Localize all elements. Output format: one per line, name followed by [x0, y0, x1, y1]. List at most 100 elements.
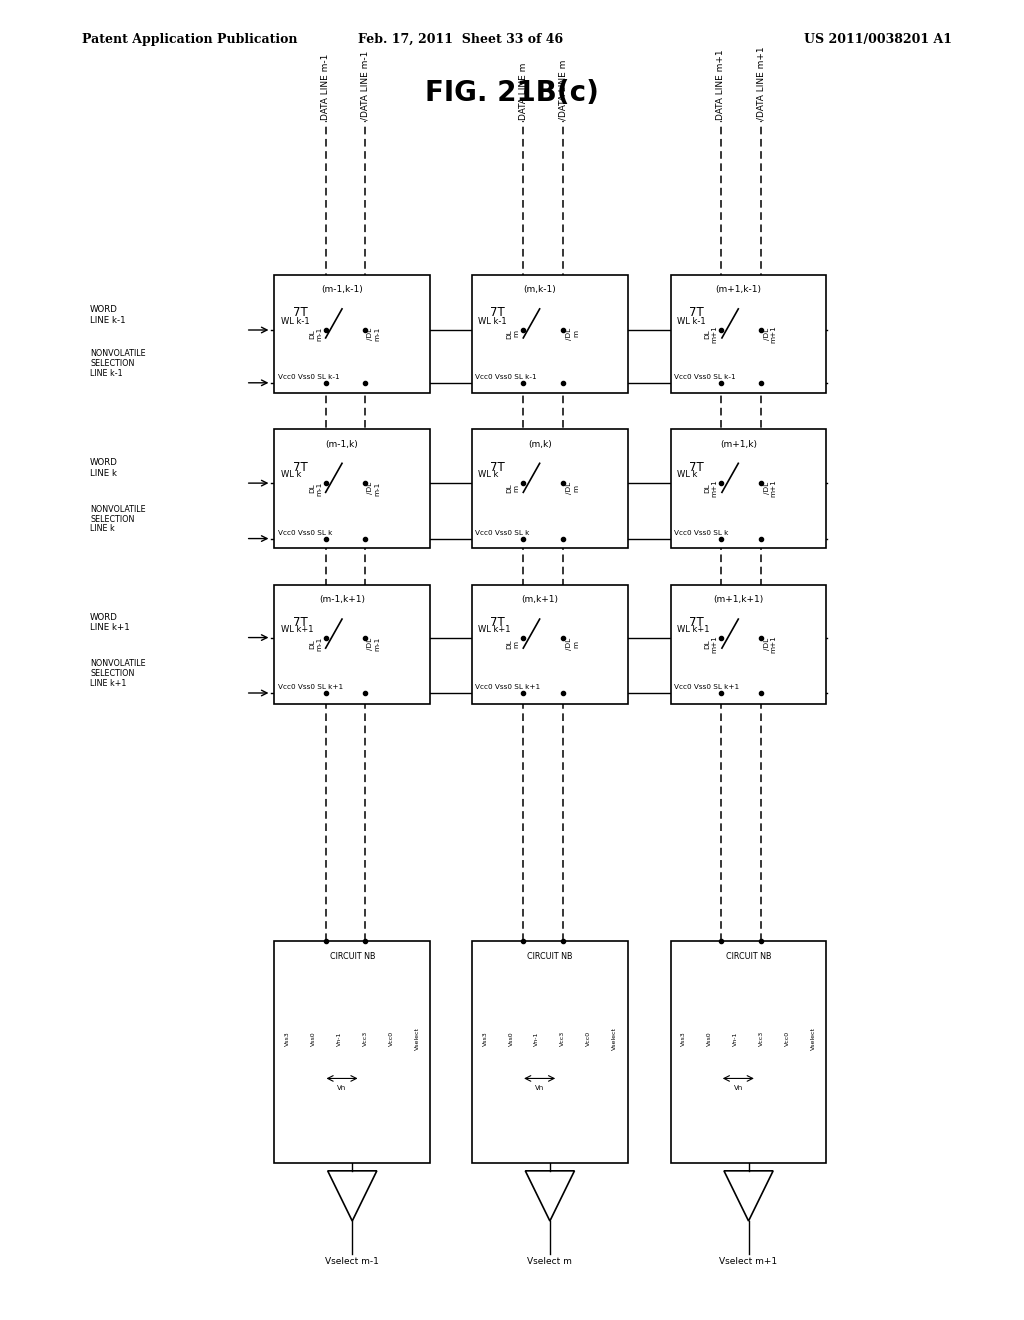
Text: Vss0: Vss0 [311, 1031, 315, 1047]
Text: DATA LINE m: DATA LINE m [519, 63, 527, 120]
Text: DATA LINE m+1: DATA LINE m+1 [717, 49, 725, 120]
Text: WL k-1: WL k-1 [677, 317, 706, 326]
Text: Vcc3: Vcc3 [362, 1031, 368, 1047]
Text: WL k: WL k [677, 470, 697, 479]
Text: /DL
m-1: /DL m-1 [368, 638, 380, 651]
Text: DL
m: DL m [507, 639, 519, 649]
Text: WL k-1: WL k-1 [281, 317, 309, 326]
Text: 7T: 7T [490, 616, 505, 630]
Bar [274, 429, 430, 548]
Text: /DL
m: /DL m [566, 638, 579, 651]
Text: 7T: 7T [293, 306, 307, 319]
Text: DATA LINE m-1: DATA LINE m-1 [322, 54, 330, 120]
Text: (m,k+1): (m,k+1) [521, 595, 558, 605]
Text: 7T: 7T [490, 461, 505, 474]
Text: WORD
LINE k+1: WORD LINE k+1 [90, 612, 130, 632]
Text: Vcc0 Vss0 SL k+1: Vcc0 Vss0 SL k+1 [674, 684, 739, 690]
Text: Vselect: Vselect [415, 1027, 420, 1051]
Text: 7T: 7T [689, 616, 703, 630]
Text: WORD
LINE k: WORD LINE k [90, 458, 118, 478]
Text: NONVOLATILE
SELECTION
LINE k-1: NONVOLATILE SELECTION LINE k-1 [90, 348, 145, 378]
Text: DL
m+1: DL m+1 [705, 479, 717, 498]
Text: /DL
m+1: /DL m+1 [764, 479, 776, 498]
Text: NONVOLATILE
SELECTION
LINE k: NONVOLATILE SELECTION LINE k [90, 504, 145, 533]
Text: Vss0: Vss0 [708, 1031, 712, 1047]
Text: Vn: Vn [337, 1085, 347, 1092]
Text: CIRCUIT NB: CIRCUIT NB [527, 952, 572, 961]
Text: /DL
m+1: /DL m+1 [764, 635, 776, 653]
Text: Vn-1: Vn-1 [535, 1032, 540, 1045]
Text: Vcc3: Vcc3 [560, 1031, 565, 1047]
Text: Vcc0: Vcc0 [785, 1031, 790, 1047]
Text: Vselect m-1: Vselect m-1 [326, 1257, 379, 1266]
Bar [472, 941, 628, 1163]
Text: Vcc0 Vss0 SL k+1: Vcc0 Vss0 SL k+1 [475, 684, 541, 690]
Bar [274, 585, 430, 704]
Text: NONVOLATILE
SELECTION
LINE k+1: NONVOLATILE SELECTION LINE k+1 [90, 659, 145, 688]
Bar [671, 941, 826, 1163]
Text: Vselect m: Vselect m [527, 1257, 572, 1266]
Text: Vcc3: Vcc3 [759, 1031, 764, 1047]
Text: Vcc0 Vss0 SL k+1: Vcc0 Vss0 SL k+1 [278, 684, 343, 690]
Text: Feb. 17, 2011  Sheet 33 of 46: Feb. 17, 2011 Sheet 33 of 46 [358, 33, 563, 46]
Bar [274, 275, 430, 393]
Text: Vcc0 Vss0 SL k: Vcc0 Vss0 SL k [278, 529, 332, 536]
Text: /DL
m+1: /DL m+1 [764, 325, 776, 343]
Text: 7T: 7T [689, 306, 703, 319]
Text: /DL
m-1: /DL m-1 [368, 327, 380, 341]
Text: Vcc0 Vss0 SL k: Vcc0 Vss0 SL k [674, 529, 728, 536]
Text: DL
m: DL m [507, 483, 519, 494]
Text: Vss0: Vss0 [509, 1031, 513, 1047]
Text: Vn-1: Vn-1 [337, 1032, 342, 1045]
Text: Vcc0 Vss0 SL k-1: Vcc0 Vss0 SL k-1 [674, 374, 735, 380]
Bar [472, 275, 628, 393]
Text: /DL
m: /DL m [566, 327, 579, 341]
Text: Vn-1: Vn-1 [733, 1032, 738, 1045]
Text: Vss3: Vss3 [285, 1031, 290, 1047]
Text: (m-1,k-1): (m-1,k-1) [322, 285, 362, 294]
Text: DL
m+1: DL m+1 [705, 635, 717, 653]
Bar [671, 275, 826, 393]
Bar [671, 585, 826, 704]
Text: 7T: 7T [293, 461, 307, 474]
Text: WL k+1: WL k+1 [478, 624, 511, 634]
Text: /DATA LINE m+1: /DATA LINE m+1 [757, 46, 765, 120]
Text: US 2011/0038201 A1: US 2011/0038201 A1 [804, 33, 952, 46]
Text: (m+1,k): (m+1,k) [720, 440, 757, 449]
Text: (m+1,k+1): (m+1,k+1) [713, 595, 764, 605]
Text: (m,k-1): (m,k-1) [523, 285, 556, 294]
Text: /DL
m-1: /DL m-1 [368, 482, 380, 495]
Bar [472, 429, 628, 548]
Text: CIRCUIT NB: CIRCUIT NB [726, 952, 771, 961]
Text: WORD
LINE k-1: WORD LINE k-1 [90, 305, 126, 325]
Text: Vss3: Vss3 [681, 1031, 686, 1047]
Text: Vselect: Vselect [811, 1027, 816, 1051]
Text: FIG. 21B(c): FIG. 21B(c) [425, 79, 599, 107]
Text: Vn: Vn [535, 1085, 545, 1092]
Text: WL k+1: WL k+1 [281, 624, 313, 634]
Text: (m-1,k): (m-1,k) [326, 440, 358, 449]
Text: WL k-1: WL k-1 [478, 317, 507, 326]
Text: (m+1,k-1): (m+1,k-1) [716, 285, 761, 294]
Text: DL
m+1: DL m+1 [705, 325, 717, 343]
Text: Vselect: Vselect [612, 1027, 617, 1051]
Text: WL k: WL k [478, 470, 499, 479]
Text: DL
m-1: DL m-1 [309, 638, 322, 651]
Text: /DATA LINE m: /DATA LINE m [559, 59, 567, 120]
Text: /DATA LINE m-1: /DATA LINE m-1 [360, 50, 369, 120]
Text: Patent Application Publication: Patent Application Publication [82, 33, 297, 46]
Bar [671, 429, 826, 548]
Text: Vcc0 Vss0 SL k-1: Vcc0 Vss0 SL k-1 [475, 374, 537, 380]
Text: (m-1,k+1): (m-1,k+1) [319, 595, 365, 605]
Text: DL
m-1: DL m-1 [309, 327, 322, 341]
Text: DL
m: DL m [507, 329, 519, 339]
Text: Vcc0 Vss0 SL k: Vcc0 Vss0 SL k [475, 529, 529, 536]
Bar [274, 941, 430, 1163]
Text: DL
m-1: DL m-1 [309, 482, 322, 495]
Text: CIRCUIT NB: CIRCUIT NB [330, 952, 375, 961]
Text: Vss3: Vss3 [482, 1031, 487, 1047]
Text: 7T: 7T [689, 461, 703, 474]
Text: WL k+1: WL k+1 [677, 624, 710, 634]
Text: Vn: Vn [733, 1085, 743, 1092]
Text: 7T: 7T [293, 616, 307, 630]
